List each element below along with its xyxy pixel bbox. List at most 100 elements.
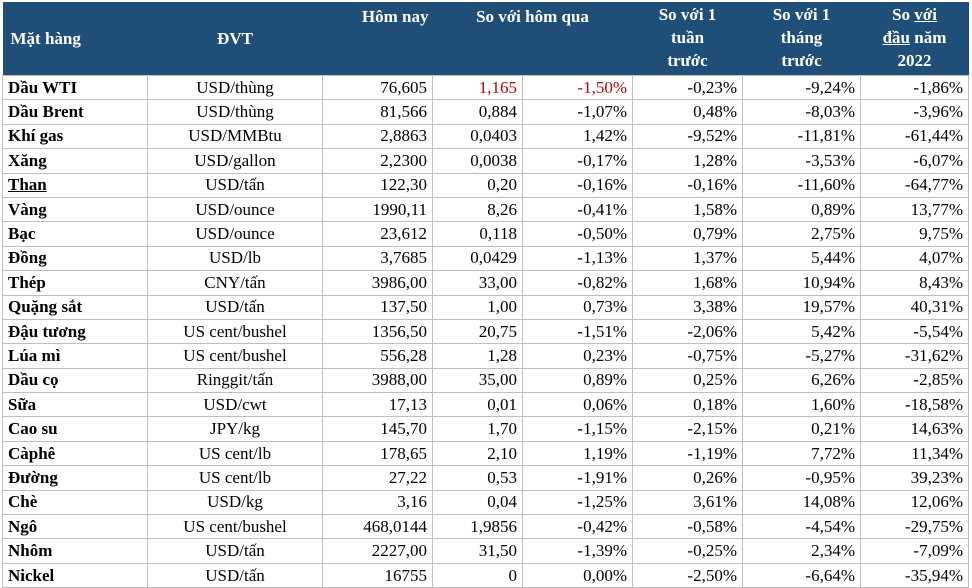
table-row: Dầu WTI USD/thùng 76,605 1,165 -1,50% -0,23% -…	[2, 74, 969, 101]
change-pct: -1,15%	[522, 416, 633, 442]
price-today: 145,70	[322, 416, 433, 442]
change-ytd: -31,62%	[860, 343, 969, 369]
change-pct: -1,51%	[522, 318, 633, 345]
change-month: 1,60%	[742, 392, 861, 418]
change-pct: 1,19%	[522, 440, 633, 467]
price-today: 556,28	[322, 343, 433, 369]
unit-cell: USD/tấn	[147, 294, 323, 320]
commodity-name: Chè	[2, 489, 148, 516]
change-pct: 0,73%	[522, 294, 633, 320]
header-vs-month-line2: tháng	[780, 28, 823, 47]
change-abs: 20,75	[432, 318, 523, 345]
table-row: Đường US cent/lb 27,22 0,53 -1,91% 0,26% -0,95…	[2, 465, 969, 491]
change-ytd: -18,58%	[860, 392, 969, 418]
change-ytd: -7,09%	[860, 538, 969, 564]
change-week: -0,16%	[632, 172, 743, 198]
change-pct: -0,50%	[522, 221, 633, 247]
price-today: 1990,11	[322, 196, 433, 223]
change-ytd: -3,96%	[860, 99, 969, 125]
unit-cell: USD/thùng	[147, 99, 323, 125]
change-week: 3,38%	[632, 294, 743, 320]
change-week: 1,68%	[632, 270, 743, 296]
unit-cell: USD/ounce	[147, 221, 323, 247]
change-pct: -0,82%	[522, 270, 633, 296]
change-month: 0,89%	[742, 196, 861, 223]
change-abs: 33,00	[432, 270, 523, 296]
change-pct: -0,17%	[522, 148, 633, 174]
change-week: -1,19%	[632, 440, 743, 467]
unit-cell: US cent/bushel	[147, 318, 323, 345]
unit-cell: USD/ounce	[147, 196, 323, 223]
unit-cell: US cent/lb	[147, 440, 323, 467]
change-pct: 0,00%	[522, 562, 633, 588]
change-abs: 0,0429	[432, 245, 523, 272]
change-month: -4,54%	[742, 514, 861, 540]
change-abs: 0,118	[432, 221, 523, 247]
commodity-name: Thép	[2, 270, 148, 296]
commodity-name: Cao su	[2, 416, 148, 442]
commodity-name: Lúa mì	[2, 343, 148, 369]
commodity-name: Bạc	[2, 221, 148, 247]
price-today: 3988,00	[322, 367, 433, 394]
change-month: 6,26%	[742, 367, 861, 394]
change-month: -6,64%	[742, 562, 861, 588]
change-week: -2,15%	[632, 416, 743, 442]
change-month: 5,42%	[742, 318, 861, 345]
header-vs-week: So với 1 tuần trước	[632, 2, 743, 76]
change-pct: 0,89%	[522, 367, 633, 394]
price-today: 27,22	[322, 465, 433, 491]
change-abs: 1,165	[432, 74, 523, 101]
price-today: 16755	[322, 562, 433, 588]
price-today: 122,30	[322, 172, 433, 198]
header-vs-week-line1: So với 1	[658, 5, 717, 24]
table-row: Bạc USD/ounce 23,612 0,118 -0,50% 0,79% 2,75% 9…	[2, 221, 969, 247]
table-row: Nickel USD/tấn 16755 0 0,00% -2,50% -6,64% -35,…	[2, 562, 969, 588]
price-today: 76,605	[322, 74, 433, 101]
price-today: 3,7685	[322, 245, 433, 272]
commodity-name: Quặng sắt	[2, 294, 148, 320]
price-today: 178,65	[322, 440, 433, 467]
commodity-name: Nhôm	[2, 538, 148, 564]
change-week: -0,23%	[632, 74, 743, 101]
header-unit: ĐVT	[147, 2, 323, 76]
table-row: Dầu Brent USD/thùng 81,566 0,884 -1,07% 0,48%…	[2, 99, 969, 125]
change-ytd: 9,75%	[860, 221, 969, 247]
change-ytd: -35,94%	[860, 562, 969, 588]
table-body: Dầu WTI USD/thùng 76,605 1,165 -1,50% -0,23% -…	[2, 74, 969, 588]
commodity-name: Đường	[2, 465, 148, 491]
price-today: 1356,50	[322, 318, 433, 345]
change-month: 7,72%	[742, 440, 861, 467]
table-row: Càphê US cent/lb 178,65 2,10 1,19% -1,19% 7,72…	[2, 440, 969, 467]
unit-cell: USD/tấn	[147, 562, 323, 588]
header-vs-year-line2: đầu năm	[882, 28, 947, 47]
header-today: Hôm nay	[322, 2, 433, 76]
header-vs-year-line3: 2022	[897, 51, 932, 70]
change-pct: -1,25%	[522, 489, 633, 516]
price-today: 468,0144	[322, 514, 433, 540]
change-week: 0,48%	[632, 99, 743, 125]
change-month: 19,57%	[742, 294, 861, 320]
table-row: Sữa USD/cwt 17,13 0,01 0,06% 0,18% 1,60% -18,58…	[2, 392, 969, 418]
change-month: 10,94%	[742, 270, 861, 296]
change-ytd: -6,07%	[860, 148, 969, 174]
change-abs: 0,20	[432, 172, 523, 198]
table-row: Lúa mì US cent/bushel 556,28 1,28 0,23% -0,75…	[2, 343, 969, 369]
table-row: Vàng USD/ounce 1990,11 8,26 -0,41% 1,58% 0,89%…	[2, 196, 969, 223]
price-today: 2,8863	[322, 123, 433, 150]
header-vs-week-line2: tuần	[670, 28, 705, 47]
commodity-name: Dầu WTI	[2, 74, 148, 101]
table-row: Chè USD/kg 3,16 0,04 -1,25% 3,61% 14,08% 12,06%	[2, 489, 969, 516]
unit-cell: USD/thùng	[147, 74, 323, 101]
unit-cell: US cent/bushel	[147, 343, 323, 369]
price-today: 2,2300	[322, 148, 433, 174]
header-vs-year-start: So với đầu năm 2022	[860, 2, 969, 76]
change-abs: 0,53	[432, 465, 523, 491]
change-week: -2,50%	[632, 562, 743, 588]
change-ytd: 11,34%	[860, 440, 969, 467]
change-abs: 0,884	[432, 99, 523, 125]
header-row: Mặt hàng ĐVT Hôm nay So với hôm qua So v…	[2, 2, 969, 76]
unit-cell: USD/MMBtu	[147, 123, 323, 150]
price-today: 137,50	[322, 294, 433, 320]
change-pct: 0,23%	[522, 343, 633, 369]
